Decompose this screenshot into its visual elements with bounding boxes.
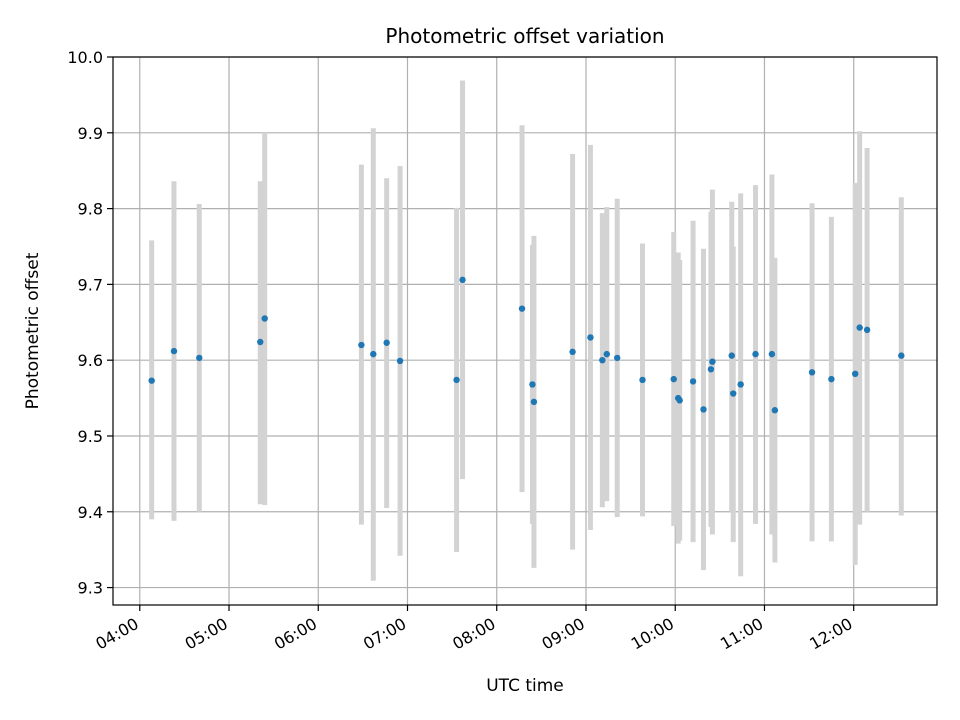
data-point [768, 350, 776, 358]
data-point [530, 398, 538, 406]
y-tick-label: 9.8 [78, 200, 103, 219]
y-tick-label: 9.3 [78, 579, 103, 598]
data-point [808, 369, 816, 376]
data-point [737, 381, 744, 388]
data-point [771, 407, 779, 414]
data-point [358, 341, 365, 349]
data-point [614, 354, 621, 362]
data-point [170, 347, 178, 355]
plot-frame [112, 56, 938, 606]
y-tick-label: 9.6 [78, 351, 103, 370]
data-point [383, 339, 390, 346]
y-tick-label: 9.9 [78, 124, 103, 143]
data-point [257, 338, 264, 346]
data-point [863, 326, 871, 334]
data-point [752, 350, 759, 358]
data-point [529, 381, 536, 388]
data-point [707, 366, 715, 373]
grid [113, 56, 937, 605]
data-point [709, 358, 716, 365]
data-point [670, 375, 677, 383]
data-point [518, 305, 526, 312]
y-tick-label: 9.5 [78, 427, 103, 446]
data-point [148, 377, 155, 384]
data-point [730, 390, 737, 397]
y-tick-label: 10.0 [67, 48, 103, 67]
y-tick-label: 9.4 [78, 503, 103, 522]
data-point [396, 357, 404, 365]
data-point [728, 352, 735, 359]
data-point [689, 378, 697, 385]
data-point [851, 370, 859, 378]
data-point [599, 356, 606, 364]
data-point [856, 324, 863, 331]
data-point [700, 406, 707, 413]
data-point [459, 276, 466, 284]
data-points [148, 276, 905, 414]
y-tick-label: 9.7 [78, 275, 103, 294]
x-axis-label: UTC time [486, 676, 564, 696]
data-point [676, 397, 683, 404]
data-point [453, 376, 460, 384]
data-point [370, 350, 377, 358]
y-axis-label: Photometric offset [23, 252, 43, 409]
data-point [261, 315, 268, 322]
data-point [828, 375, 835, 383]
data-point [898, 352, 905, 359]
data-point [603, 350, 611, 358]
data-point [587, 334, 594, 341]
data-point [569, 348, 576, 356]
data-point [639, 376, 646, 384]
data-point [196, 354, 203, 362]
chart-title: Photometric offset variation [385, 24, 664, 48]
